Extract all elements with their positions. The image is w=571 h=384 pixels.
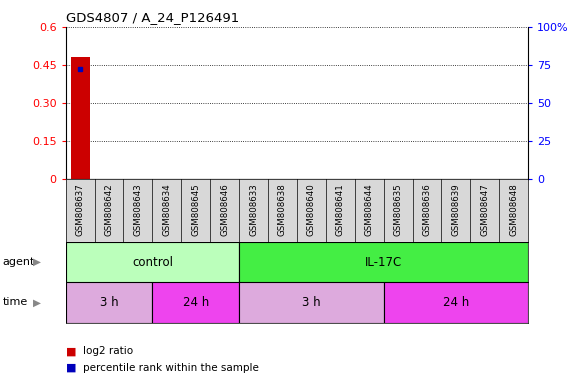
Text: ▶: ▶ (33, 257, 41, 267)
Text: GSM808644: GSM808644 (365, 184, 373, 237)
Bar (239, 282, 384, 323)
Text: GSM808636: GSM808636 (423, 184, 432, 237)
Text: GSM808640: GSM808640 (307, 184, 316, 237)
Bar (384, 282, 528, 323)
Text: control: control (132, 256, 173, 268)
Text: time: time (3, 297, 28, 308)
Bar (152, 282, 239, 323)
Text: GSM808642: GSM808642 (104, 184, 114, 237)
Text: GSM808648: GSM808648 (509, 184, 518, 237)
Text: IL-17C: IL-17C (365, 256, 402, 268)
Text: 3 h: 3 h (100, 296, 118, 309)
Text: 24 h: 24 h (443, 296, 469, 309)
Text: GSM808634: GSM808634 (162, 184, 171, 237)
Text: GDS4807 / A_24_P126491: GDS4807 / A_24_P126491 (66, 11, 239, 24)
Text: GSM808643: GSM808643 (134, 184, 142, 237)
Text: ■: ■ (66, 346, 76, 356)
Text: log2 ratio: log2 ratio (83, 346, 133, 356)
Text: GSM808647: GSM808647 (480, 184, 489, 237)
Text: GSM808637: GSM808637 (75, 184, 85, 237)
Bar (66, 282, 152, 323)
Bar (239, 242, 528, 282)
Text: GSM808638: GSM808638 (278, 184, 287, 237)
Text: 3 h: 3 h (302, 296, 321, 309)
Text: GSM808646: GSM808646 (220, 184, 229, 237)
Text: GSM808639: GSM808639 (452, 184, 460, 236)
Text: ■: ■ (66, 363, 76, 373)
Text: 24 h: 24 h (183, 296, 209, 309)
Text: ▶: ▶ (33, 297, 41, 308)
Text: percentile rank within the sample: percentile rank within the sample (83, 363, 259, 373)
Text: GSM808645: GSM808645 (191, 184, 200, 237)
Bar (71, 57, 90, 179)
Text: GSM808633: GSM808633 (249, 184, 258, 237)
Bar (66, 242, 239, 282)
Text: GSM808635: GSM808635 (393, 184, 403, 237)
Text: agent: agent (3, 257, 35, 267)
Text: GSM808641: GSM808641 (336, 184, 345, 237)
